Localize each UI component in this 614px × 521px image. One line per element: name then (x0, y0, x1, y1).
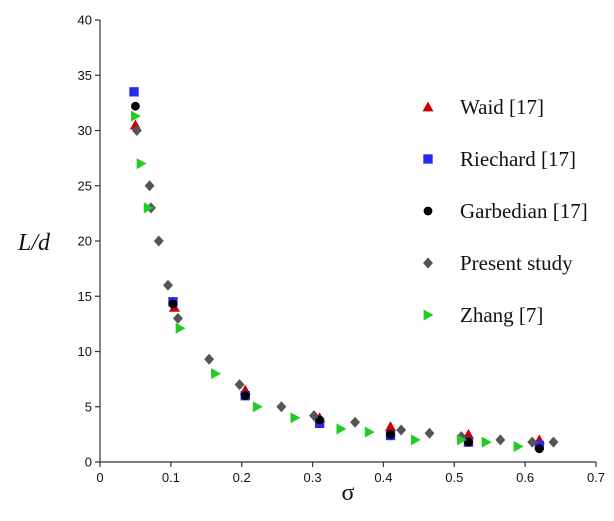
legend-label: Waid [17] (460, 95, 544, 119)
data-point (136, 158, 147, 170)
data-point (153, 235, 164, 247)
legend-marker (423, 309, 434, 321)
data-point (240, 391, 250, 401)
data-point (481, 436, 492, 448)
y-tick-label: 0 (85, 455, 92, 470)
data-point (290, 412, 301, 424)
x-tick-label: 0.3 (304, 470, 322, 485)
data-point (204, 353, 215, 365)
legend-marker (423, 257, 433, 269)
data-point (534, 444, 544, 454)
legend-marker (422, 101, 434, 112)
legend-label: Zhang [7] (460, 303, 543, 327)
y-ticks: 0 5 10 15 20 25 30 35 40 (78, 13, 100, 470)
x-ticks: 0 0.1 0.2 0.3 0.4 0.5 0.6 0.7 (96, 462, 605, 485)
x-tick-label: 0.4 (374, 470, 392, 485)
y-tick-label: 10 (78, 344, 92, 359)
legend-label: Present study (460, 251, 573, 275)
data-point (410, 434, 421, 446)
x-tick-label: 0.1 (162, 470, 180, 485)
axes (99, 20, 596, 463)
data-point (131, 110, 141, 122)
data-point (424, 427, 435, 439)
legend-label: Riechard [17] (460, 147, 576, 171)
data-point (129, 87, 139, 97)
data-point (175, 322, 186, 334)
x-tick-label: 0.5 (445, 470, 463, 485)
data-point (513, 441, 524, 453)
data-point (396, 424, 407, 436)
data-point (252, 401, 263, 413)
data-point (336, 423, 347, 435)
x-tick-label: 0 (96, 470, 103, 485)
series-2 (131, 101, 544, 454)
data-point (527, 436, 538, 448)
data-point (309, 410, 319, 422)
legend-label: Garbedian [17] (460, 199, 588, 223)
data-point (350, 416, 361, 428)
data-point (131, 101, 140, 111)
series-4 (131, 110, 524, 453)
data-point (456, 434, 467, 446)
data-point (168, 299, 178, 309)
y-tick-label: 5 (85, 399, 92, 414)
data-point (143, 202, 154, 214)
data-point (464, 437, 473, 447)
data-point (211, 368, 221, 380)
y-axis-label: L/d (17, 230, 51, 256)
y-tick-label: 30 (78, 123, 92, 138)
x-tick-label: 0.6 (516, 470, 534, 485)
y-tick-label: 15 (78, 289, 92, 304)
data-point (172, 312, 183, 324)
y-tick-label: 35 (78, 68, 92, 83)
x-axis-label: σ (342, 480, 355, 506)
legend-marker (423, 154, 433, 164)
y-tick-label: 25 (78, 178, 92, 193)
data-point (548, 436, 559, 448)
y-tick-label: 40 (78, 13, 92, 28)
data-point (315, 415, 325, 425)
y-tick-label: 20 (78, 234, 92, 249)
data-point (234, 379, 245, 391)
series-3 (131, 125, 559, 448)
x-tick-label: 0.7 (587, 470, 605, 485)
legend: Waid [17] Riechard [17] Garbedian [17] Pres… (422, 95, 588, 327)
data-point (495, 434, 506, 446)
data-point (364, 426, 375, 438)
data-point (144, 180, 155, 192)
data-point (385, 421, 397, 432)
legend-marker (423, 206, 433, 216)
data-points (129, 87, 559, 454)
data-point (163, 279, 173, 291)
x-tick-label: 0.2 (233, 470, 251, 485)
data-point (276, 401, 287, 413)
data-point (131, 125, 142, 136)
data-point (386, 429, 395, 439)
